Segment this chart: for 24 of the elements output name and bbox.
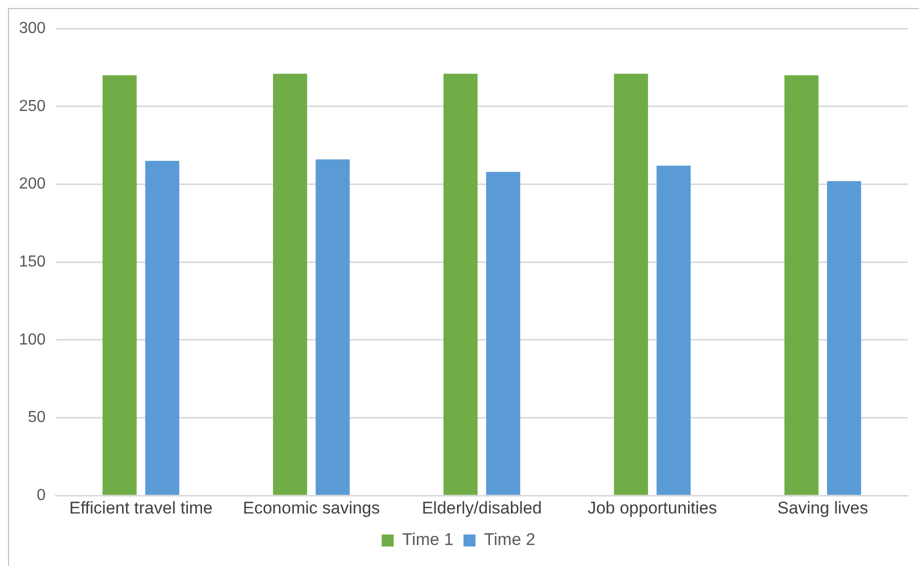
bar xyxy=(316,159,350,495)
y-tick-label: 0 xyxy=(36,487,46,504)
y-tick-label: 50 xyxy=(28,409,46,426)
bar xyxy=(827,181,862,495)
y-tick-label: 100 xyxy=(18,331,46,348)
bar xyxy=(443,74,478,495)
y-tick-label: 150 xyxy=(18,254,46,271)
x-tick-label: Efficient travel time xyxy=(69,498,213,518)
bar xyxy=(614,74,648,495)
x-tick-label: Elderly/disabled xyxy=(422,498,542,518)
legend-label: Time 1 xyxy=(402,530,454,550)
bar xyxy=(486,172,520,495)
bar xyxy=(273,74,308,495)
y-tick-label: 200 xyxy=(18,176,46,193)
bar xyxy=(102,75,137,495)
bar xyxy=(784,75,819,495)
x-tick-label: Economic savings xyxy=(242,498,380,518)
x-tick-label: Job opportunities xyxy=(588,498,718,518)
y-tick-label: 300 xyxy=(18,20,46,38)
bar xyxy=(656,166,691,495)
legend-label: Time 2 xyxy=(484,530,536,550)
y-tick-label: 250 xyxy=(18,98,46,115)
bar xyxy=(145,160,180,495)
x-tick-label: Saving lives xyxy=(777,498,868,518)
